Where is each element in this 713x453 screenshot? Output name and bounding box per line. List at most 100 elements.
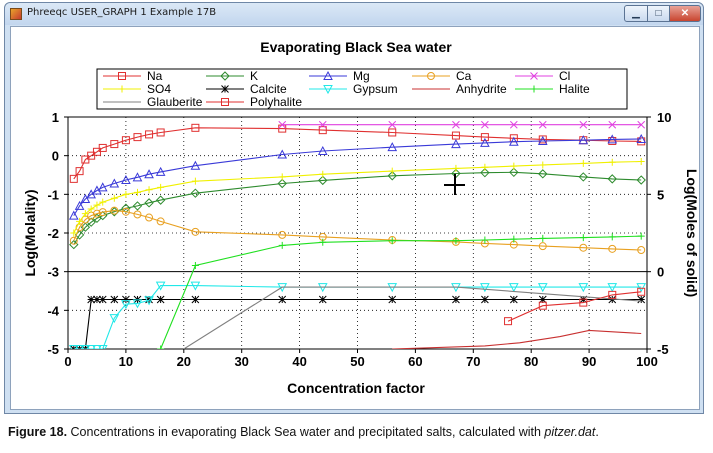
data-point-cl: [538, 120, 547, 129]
data-point-gypsum: [144, 296, 154, 306]
data-point-calcite: [191, 295, 200, 304]
data-point-calcite: [481, 295, 489, 304]
chart-svg: Evaporating Black Sea water Na K Mg Ca Cl SO4 C…: [22, 39, 700, 396]
data-point-gypsum: [109, 314, 120, 324]
data-point-calcite: [110, 295, 119, 304]
maximize-button[interactable]: □: [647, 5, 670, 22]
data-point-so4: [579, 159, 587, 167]
data-point-mg: [155, 166, 166, 176]
y-tick-label: 0: [52, 149, 59, 164]
data-point-so4: [278, 173, 286, 181]
data-point-calcite: [93, 295, 101, 304]
legend-label-k: K: [250, 69, 258, 83]
data-point-calcite: [98, 295, 107, 304]
data-point-gypsum: [132, 299, 143, 309]
data-point-calcite: [156, 295, 165, 304]
data-point-halite: [579, 234, 587, 242]
data-point-so4: [510, 162, 518, 170]
series-line-na: [73, 127, 642, 180]
data-point-mg: [277, 149, 288, 159]
data-point-calcite: [87, 295, 96, 304]
data-point-mg: [68, 210, 79, 220]
legend-marker-na: [118, 72, 126, 80]
data-point-ca: [156, 217, 165, 226]
data-point-k: [538, 169, 548, 179]
data-point-cl: [278, 120, 287, 129]
data-point-mg: [451, 139, 461, 149]
data-point-mg: [480, 137, 490, 147]
data-point-halite: [608, 233, 616, 241]
legend-label-ca: Ca: [456, 69, 472, 83]
close-button[interactable]: ✕: [669, 5, 701, 22]
legend-marker-polyhalite: [221, 98, 229, 106]
series-group: [68, 120, 647, 349]
data-point-na: [75, 167, 84, 176]
data-point-k: [578, 172, 589, 182]
data-point-so4: [87, 205, 95, 213]
data-point-mg: [132, 172, 143, 182]
data-point-k: [636, 175, 646, 185]
data-point-ca: [637, 246, 646, 255]
data-point-so4: [191, 177, 199, 185]
minimize-button[interactable]: ▁: [624, 5, 648, 22]
legend-marker-calcite: [221, 85, 229, 93]
series-line-anhydrite: [392, 329, 642, 349]
data-point-polyhalite: [579, 298, 588, 307]
data-point-so4: [388, 167, 396, 175]
data-point-cl: [318, 120, 327, 129]
data-point-ca: [145, 213, 154, 222]
data-point-so4: [99, 198, 107, 206]
data-point-calcite: [122, 295, 130, 304]
legend-marker-cl: [530, 72, 538, 80]
legend-label-na: Na: [147, 69, 163, 83]
data-point-na: [145, 130, 154, 139]
x-tick-label: 50: [350, 354, 364, 369]
data-point-gypsum: [578, 283, 589, 293]
data-point-gypsum: [607, 283, 618, 293]
data-point-mg: [537, 135, 548, 145]
data-point-ca: [121, 207, 130, 216]
title-bar[interactable]: Phreeqc USER_GRAPH 1 Example 17B ▁ □ ✕: [5, 3, 703, 25]
data-point-k: [132, 201, 143, 211]
y-tick-label: -5: [47, 342, 59, 357]
data-point-mg: [97, 182, 108, 192]
caption-end: .: [595, 425, 599, 439]
data-point-mg: [578, 135, 589, 145]
x-tick-label: 80: [524, 354, 538, 369]
data-point-k: [451, 168, 461, 179]
data-point-calcite: [538, 295, 547, 304]
series-line-gypsum: [73, 285, 642, 349]
data-point-calcite: [278, 295, 287, 304]
legend-marker-mg: [323, 70, 333, 80]
data-point-so4: [319, 170, 327, 178]
data-point-k: [509, 167, 519, 178]
data-point-so4: [76, 217, 84, 225]
data-point-ca: [538, 242, 547, 251]
data-point-cl: [579, 120, 588, 129]
data-point-gypsum: [74, 345, 85, 349]
data-point-halite: [319, 238, 327, 246]
data-point-na: [110, 140, 119, 149]
data-point-ca: [98, 208, 107, 217]
series-line-polyhalite: [507, 291, 642, 322]
x-tick-label: 70: [466, 354, 480, 369]
data-point-so4: [637, 157, 645, 165]
data-point-so4: [70, 229, 78, 237]
data-point-k: [190, 188, 201, 198]
data-point-k: [607, 174, 617, 184]
y2-axis-title: Log(Moles of solid): [684, 169, 700, 297]
data-point-mg: [74, 200, 85, 210]
legend-marker-k: [220, 71, 230, 81]
data-point-ca: [92, 209, 101, 218]
y-tick-label: -2: [47, 226, 59, 241]
data-point-so4: [81, 210, 89, 218]
legend-marker-halite: [530, 85, 538, 93]
data-point-mg: [387, 142, 398, 152]
data-point-mg: [190, 160, 201, 170]
y-axis-title: Log(Molality): [22, 189, 38, 276]
data-point-na: [480, 133, 489, 142]
data-point-ca: [278, 230, 287, 239]
data-point-halite: [191, 261, 199, 269]
figure-caption: Figure 18. Concentrations in evaporating…: [8, 425, 708, 439]
data-point-na: [69, 174, 78, 183]
